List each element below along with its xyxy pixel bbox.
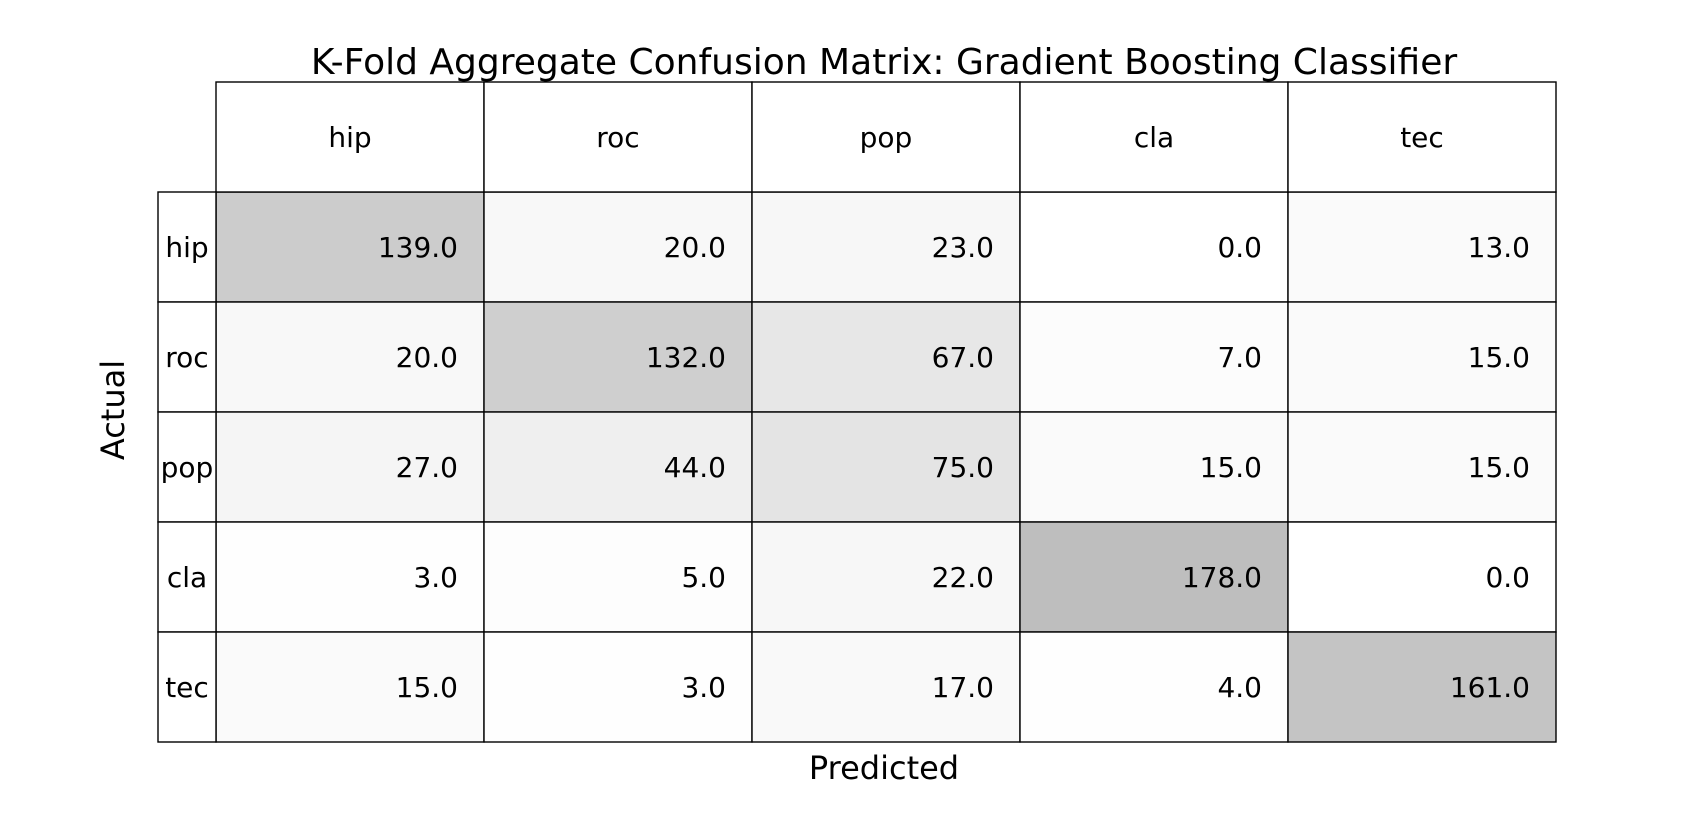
matrix-cell bbox=[1019, 191, 1289, 303]
column-header-cell bbox=[1287, 81, 1557, 193]
column-headers: hip roc pop cla tec bbox=[215, 81, 1557, 193]
column-header-label: cla bbox=[1134, 121, 1174, 154]
cell-value-label: 3.0 bbox=[681, 671, 726, 704]
cell-value-label: 178.0 bbox=[1182, 561, 1262, 594]
column-header-label: tec bbox=[1400, 121, 1444, 154]
matrix-cell bbox=[483, 411, 753, 523]
cell-value-label: 23.0 bbox=[932, 231, 994, 264]
row-header-label: roc bbox=[165, 341, 208, 374]
cell-value-label: 139.0 bbox=[378, 231, 458, 264]
column-header-cell bbox=[751, 81, 1021, 193]
cell-value-label: 13.0 bbox=[1468, 231, 1530, 264]
matrix-cell bbox=[751, 631, 1021, 743]
matrix-cell bbox=[1287, 301, 1557, 413]
row-header-label: tec bbox=[165, 671, 209, 704]
x-axis-label: Predicted bbox=[809, 749, 959, 787]
matrix-cell bbox=[483, 521, 753, 633]
cell-value-label: 15.0 bbox=[1200, 451, 1262, 484]
cell-value-label: 161.0 bbox=[1450, 671, 1530, 704]
matrix-cell bbox=[215, 191, 485, 303]
cell-value-label: 20.0 bbox=[396, 341, 458, 374]
cell-value-label: 75.0 bbox=[932, 451, 994, 484]
matrix-cell bbox=[751, 411, 1021, 523]
matrix-cell bbox=[1287, 191, 1557, 303]
column-header-label: hip bbox=[328, 121, 371, 154]
cell-value-label: 3.0 bbox=[413, 561, 458, 594]
cell-value-label: 20.0 bbox=[664, 231, 726, 264]
cell-value-label: 44.0 bbox=[664, 451, 726, 484]
row-header-cell bbox=[157, 191, 217, 303]
matrix-cell bbox=[483, 191, 753, 303]
matrix-cell bbox=[1287, 411, 1557, 523]
cell-value-label: 4.0 bbox=[1217, 671, 1262, 704]
cell-value-label: 7.0 bbox=[1217, 341, 1262, 374]
matrix-cell bbox=[215, 301, 485, 413]
column-header-cell bbox=[1019, 81, 1289, 193]
column-header-cell bbox=[483, 81, 753, 193]
matrix-cell bbox=[1019, 411, 1289, 523]
cell-value-label: 27.0 bbox=[396, 451, 458, 484]
matrix-cell bbox=[751, 301, 1021, 413]
column-header-label: pop bbox=[860, 121, 913, 154]
cell-value-label: 17.0 bbox=[932, 671, 994, 704]
matrix-cell bbox=[483, 631, 753, 743]
row-header-label: hip bbox=[165, 231, 208, 264]
cell-value-label: 15.0 bbox=[1468, 451, 1530, 484]
matrix-cell bbox=[1019, 521, 1289, 633]
cell-value-label: 132.0 bbox=[646, 341, 726, 374]
matrix-cell bbox=[751, 521, 1021, 633]
cell-value-label: 15.0 bbox=[396, 671, 458, 704]
row-header-label: cla bbox=[167, 561, 207, 594]
cell-value-label: 5.0 bbox=[681, 561, 726, 594]
cell-value-label: 0.0 bbox=[1217, 231, 1262, 264]
matrix-cell bbox=[215, 631, 485, 743]
chart-title: K-Fold Aggregate Confusion Matrix: Gradi… bbox=[311, 42, 1458, 83]
row-header-cell bbox=[157, 411, 217, 523]
column-header-label: roc bbox=[596, 121, 639, 154]
cell-value-label: 67.0 bbox=[932, 341, 994, 374]
matrix-cell bbox=[1287, 521, 1557, 633]
row-header-cell bbox=[157, 631, 217, 743]
cell-value-label: 22.0 bbox=[932, 561, 994, 594]
row-headers: hip roc pop cla tec bbox=[157, 191, 217, 743]
cell-value-label: 15.0 bbox=[1468, 341, 1530, 374]
row-header-label: pop bbox=[161, 451, 214, 484]
y-axis-label: Actual bbox=[94, 360, 132, 460]
cell-value-label: 0.0 bbox=[1485, 561, 1530, 594]
matrix-cells: 139.0 20.0 23.0 0.0 13.0 20.0 132.0 67.0 7.0 15.0… bbox=[215, 191, 1557, 743]
matrix-cell bbox=[1287, 631, 1557, 743]
